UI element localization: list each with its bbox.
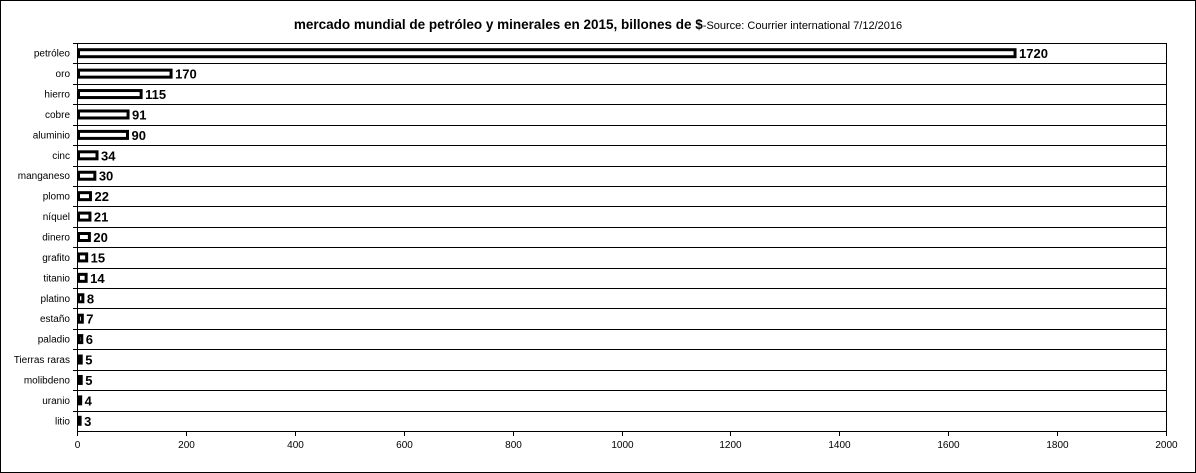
data-label: 34 (101, 148, 116, 163)
data-label: 22 (94, 189, 108, 204)
bar (77, 109, 130, 120)
x-tick-label: 1600 (937, 440, 960, 451)
bar (77, 211, 92, 222)
data-label: 3 (84, 414, 91, 429)
bar (77, 252, 89, 263)
data-label: 6 (86, 332, 93, 347)
x-tick-label: 1200 (719, 440, 742, 451)
category-label: uranio (42, 396, 70, 407)
bar (77, 170, 97, 181)
data-label: 5 (85, 373, 92, 388)
x-tick-label: 2000 (1155, 440, 1178, 451)
x-tick-label: 1000 (611, 440, 634, 451)
data-label: 1720 (1019, 46, 1048, 61)
bar (77, 313, 84, 324)
data-label: 21 (94, 210, 108, 225)
bar (77, 191, 92, 202)
x-tick-label: 1400 (828, 440, 851, 451)
data-label: 8 (87, 291, 94, 306)
data-label: 115 (145, 87, 166, 102)
bar (77, 354, 83, 365)
category-label: molibdeno (24, 375, 71, 386)
bar (77, 395, 83, 406)
category-label: cobre (45, 110, 70, 121)
category-label: oro (56, 69, 71, 80)
x-tick-label: 1800 (1046, 440, 1069, 451)
category-label: paladio (38, 335, 71, 346)
data-label: 4 (85, 393, 93, 408)
category-label: cinc (52, 151, 70, 162)
category-label: manganeso (18, 171, 71, 182)
data-label: 5 (85, 353, 92, 368)
x-tick-label: 0 (75, 440, 81, 451)
category-label: titanio (43, 273, 70, 284)
data-label: 15 (91, 250, 105, 265)
bar (77, 334, 84, 345)
bar (77, 232, 91, 242)
category-label: petróleo (34, 49, 71, 60)
x-tick-label: 600 (396, 440, 413, 451)
bar (77, 68, 173, 79)
category-label: níquel (43, 212, 70, 223)
bar (77, 293, 85, 304)
bar (77, 129, 130, 140)
category-label: plomo (43, 192, 71, 203)
bar (77, 374, 83, 385)
chart-title-main: mercado mundial de petróleo y minerales … (293, 17, 703, 32)
category-label: grafito (42, 253, 70, 264)
bar (77, 415, 82, 426)
chart-source-note: -Source: Courrier international 7/12/201… (702, 20, 903, 32)
x-tick-label: 200 (178, 440, 195, 451)
data-label: 14 (90, 271, 105, 286)
category-label: platino (41, 294, 71, 305)
data-label: 90 (132, 128, 146, 143)
category-label: estaño (40, 314, 70, 325)
data-label: 170 (175, 67, 197, 82)
x-tick-label: 800 (505, 440, 522, 451)
data-label: 91 (132, 107, 146, 122)
category-label: dinero (42, 233, 70, 244)
category-label: hierro (44, 90, 70, 101)
x-tick-label: 400 (287, 440, 304, 451)
bar (77, 150, 99, 161)
category-label: Tierras raras (14, 355, 70, 366)
bar (77, 48, 1017, 59)
bar (77, 272, 88, 283)
chart-title: mercado mundial de petróleo y minerales … (0, 16, 1196, 34)
data-label: 7 (86, 312, 93, 327)
category-label: litio (55, 416, 70, 427)
bar (77, 89, 143, 100)
data-label: 20 (93, 230, 107, 245)
data-label: 30 (99, 169, 113, 184)
category-label: aluminio (33, 130, 71, 141)
